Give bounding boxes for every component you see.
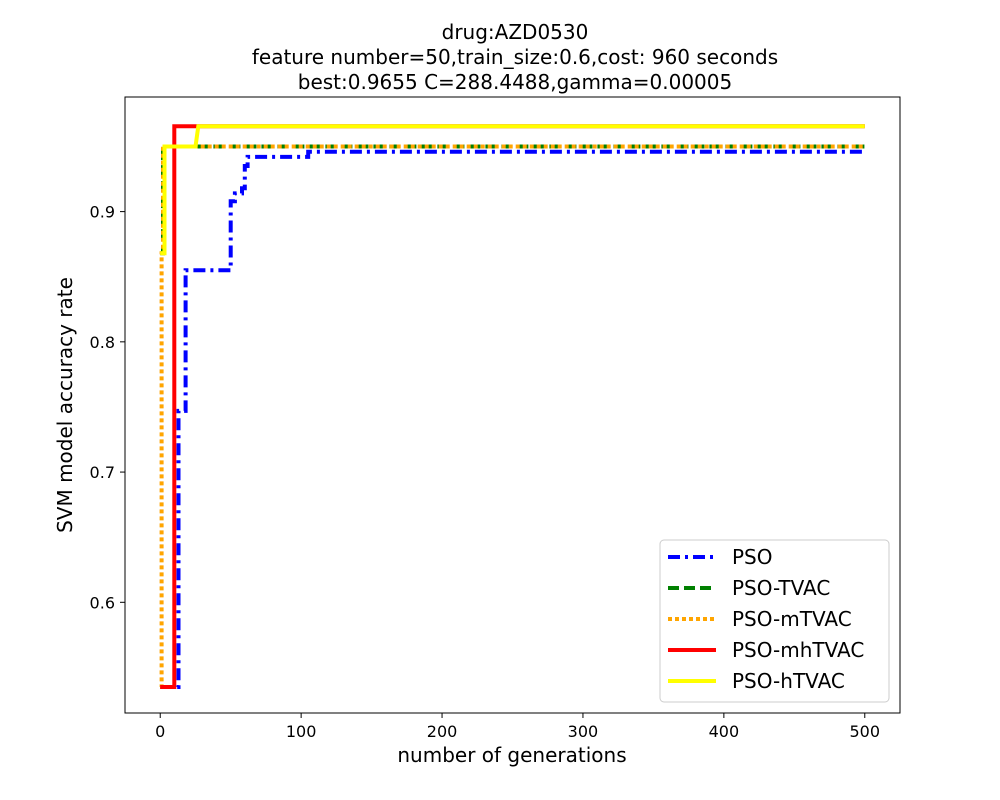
chart-title-line-1: drug:AZD0530 — [441, 20, 589, 44]
legend-box — [659, 539, 890, 703]
chart-title-line-2: feature number=50,train_size:0.6,cost: 9… — [251, 45, 779, 69]
legend: PSO PSO-TVAC PSO-mTVAC PSO-mhTVAC PSO-hTVAC — [659, 539, 890, 703]
y-tick-label: 0.7 — [90, 463, 115, 482]
legend-label-pso-tvac: PSO-TVAC — [732, 576, 830, 600]
y-axis-label: SVM model accuracy rate — [53, 277, 77, 533]
y-tick-label: 0.6 — [90, 593, 115, 612]
series-line-pso — [160, 149, 865, 689]
series-layer — [159, 124, 865, 689]
x-tick-label: 100 — [286, 722, 317, 741]
x-tick-label: 300 — [568, 722, 599, 741]
x-tick-label: 0 — [155, 722, 165, 741]
x-axis-label: number of generations — [397, 743, 626, 767]
series-line-pso-tvac — [160, 144, 865, 256]
x-tick-label: 200 — [427, 722, 458, 741]
x-tick-label: 500 — [849, 722, 880, 741]
legend-label-pso-mhtvac: PSO-mhTVAC — [732, 638, 864, 662]
x-tick-label: 400 — [709, 722, 740, 741]
legend-label-pso-htvac: PSO-hTVAC — [732, 669, 845, 693]
legend-label-pso-mtvac: PSO-mTVAC — [732, 607, 852, 631]
chart-title-line-3: best:0.9655 C=288.4488,gamma=0.00005 — [297, 70, 733, 94]
plot-frame — [124, 96, 901, 714]
y-axis: 0.6 0.7 0.8 0.9 — [90, 203, 125, 612]
legend-label-pso: PSO — [732, 545, 773, 569]
x-axis: 0 100 200 300 400 500 — [155, 713, 880, 741]
y-tick-label: 0.8 — [90, 333, 115, 352]
y-tick-label: 0.9 — [90, 203, 115, 222]
series-line-pso-htvac — [160, 124, 865, 256]
